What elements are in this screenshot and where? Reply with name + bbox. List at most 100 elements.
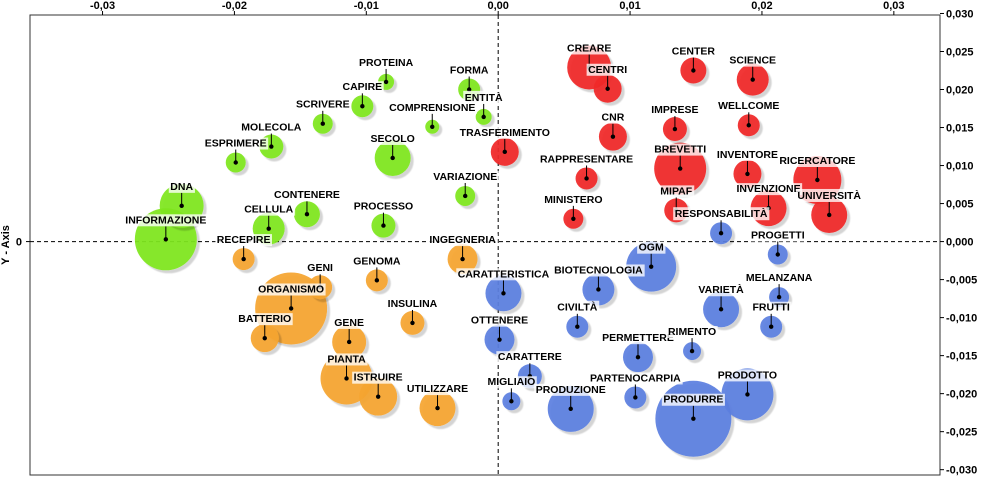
bubble-label-background bbox=[696, 283, 746, 297]
y-tick-label: 0,000 bbox=[946, 237, 974, 249]
y-tick-label: 0,010 bbox=[946, 161, 974, 173]
y-tick-label: -0,010 bbox=[946, 313, 977, 325]
bubble-label-background bbox=[463, 90, 505, 104]
bubble-center-dot bbox=[584, 176, 589, 181]
bubble-center-dot bbox=[360, 104, 365, 109]
bubble-label-background bbox=[534, 383, 608, 396]
bubble-label-background bbox=[485, 376, 537, 389]
bubble-label-background bbox=[542, 193, 605, 206]
bubble-label-background bbox=[673, 207, 770, 221]
bubble-center-dot bbox=[266, 226, 271, 231]
bubble-label: PARTENOCARPIA bbox=[590, 372, 681, 384]
bubble-center-dot bbox=[233, 160, 238, 165]
bubble-label-background bbox=[496, 351, 564, 364]
bubble-label: GENE bbox=[334, 317, 364, 329]
bubble-label-background bbox=[215, 234, 272, 247]
bubble-label-background bbox=[744, 272, 815, 285]
bubble-center-dot bbox=[460, 256, 465, 262]
bubble-center-dot bbox=[635, 354, 641, 360]
bubble-label-background bbox=[588, 372, 683, 385]
bubble-center-dot bbox=[346, 339, 352, 345]
bubble-center-dot bbox=[815, 177, 820, 183]
x-tick-label: -0,02 bbox=[222, 0, 247, 12]
bubble-label-background bbox=[351, 255, 403, 268]
bubble-center-dot bbox=[430, 124, 435, 129]
y-tick-label: -0,030 bbox=[946, 465, 977, 477]
bubble-label: RAPPRESENTARE bbox=[540, 153, 633, 165]
bubble-center-dot bbox=[381, 223, 386, 228]
x-tick-label: 0,00 bbox=[487, 0, 508, 12]
bubble-label-background bbox=[670, 45, 717, 58]
bubble-label-background bbox=[352, 200, 415, 213]
bubble-label: BATTERIO bbox=[238, 313, 291, 325]
bubble-center-dot bbox=[745, 171, 750, 177]
bubble-label-background bbox=[661, 393, 725, 406]
bubble-label: PRODURRE bbox=[663, 394, 723, 406]
bubble-label-background bbox=[649, 104, 701, 117]
bubble-center-dot bbox=[689, 348, 695, 354]
bubble-label: OTTENERE bbox=[471, 315, 528, 327]
bubble-label: OGM bbox=[639, 242, 664, 254]
bubble-center-dot bbox=[466, 87, 472, 92]
bubble-label-background bbox=[586, 63, 629, 76]
bubble-label: SCRIVERE bbox=[296, 99, 350, 111]
bubble-label-background bbox=[652, 143, 708, 156]
bubble-label-background bbox=[751, 301, 792, 314]
bubble-center-dot bbox=[390, 155, 395, 161]
bubble-label: PERMETTERE bbox=[602, 332, 674, 344]
bubble-label: SECOLO bbox=[371, 133, 415, 145]
bubble-label-background bbox=[458, 126, 552, 139]
bubble-center-dot bbox=[568, 406, 573, 412]
bubble-label: RIMENTO bbox=[668, 326, 716, 338]
bubble-label: MIPAF bbox=[660, 185, 692, 197]
bubble-label: GENI bbox=[307, 262, 333, 274]
bubble-label-background bbox=[469, 314, 530, 327]
bubble-label: MIGLIAIO bbox=[487, 376, 535, 388]
bubble-center-dot bbox=[827, 212, 832, 218]
bubble-center-dot bbox=[463, 193, 468, 199]
bubble-center-dot bbox=[435, 405, 440, 411]
bubble-label-background bbox=[715, 148, 780, 161]
y-tick-label: -0,025 bbox=[946, 427, 977, 439]
y-axis-ticks: 0,030 0,025 0,020 0,015 0,010 0,005 0,000 -0,00… bbox=[16, 8, 977, 476]
y-tick-label: 0,025 bbox=[946, 46, 974, 58]
bubble-center-dot bbox=[497, 337, 502, 342]
bubble-center-dot bbox=[691, 416, 696, 421]
y-tick-label-left: 0 bbox=[16, 237, 22, 249]
y-tick-label: 0,030 bbox=[946, 8, 974, 20]
bubble-center-dot bbox=[610, 134, 616, 139]
bubble-label: PRODUZIONE bbox=[536, 384, 606, 396]
y-tick-label: 0,015 bbox=[946, 123, 974, 135]
y-tick-label: 0,020 bbox=[946, 85, 974, 97]
bubble-center-dot bbox=[410, 320, 415, 326]
bubble-label-background bbox=[431, 170, 499, 183]
bubble-label: RICERCATORE bbox=[779, 155, 855, 167]
bubble-label-background bbox=[123, 214, 208, 227]
bubble-center-dot bbox=[672, 126, 678, 132]
bubble-center-dot bbox=[677, 166, 683, 171]
bubble-center-dot bbox=[374, 278, 380, 283]
bubble-label: CELLULA bbox=[244, 204, 293, 216]
bubble-label: IMPRESE bbox=[651, 104, 698, 116]
bubble-label: INSULINA bbox=[388, 298, 438, 310]
bubble-center-dot bbox=[304, 212, 310, 217]
bubble-center-dot bbox=[509, 399, 514, 404]
bubble-center-dot bbox=[262, 335, 267, 341]
bubble-label: ISTRUIRE bbox=[354, 372, 403, 384]
x-tick-label: -0,03 bbox=[90, 0, 115, 12]
x-axis-ticks: -0,03 -0,02 -0,01 0,00 0,01 0,02 0,03 bbox=[90, 0, 905, 15]
bubble-label-background bbox=[236, 313, 293, 326]
bubble-label: COMPRENSIONE bbox=[389, 102, 475, 114]
bubble-center-dot bbox=[571, 216, 576, 221]
bubble-label-background bbox=[666, 326, 718, 339]
bubble-label: BREVETTI bbox=[654, 144, 706, 156]
bubble-label: ESPRIMERE bbox=[205, 138, 267, 150]
bubble-label: MELANZANA bbox=[746, 272, 813, 284]
bubble-center-dot bbox=[750, 77, 755, 82]
bubble-label-background bbox=[777, 154, 857, 167]
bubble-label: CIVILTÀ bbox=[557, 301, 597, 314]
bubble-label-background bbox=[555, 300, 600, 314]
bubble-center-dot bbox=[575, 324, 580, 329]
bubble-label-background bbox=[357, 56, 416, 69]
bubble-label-background bbox=[456, 268, 552, 281]
